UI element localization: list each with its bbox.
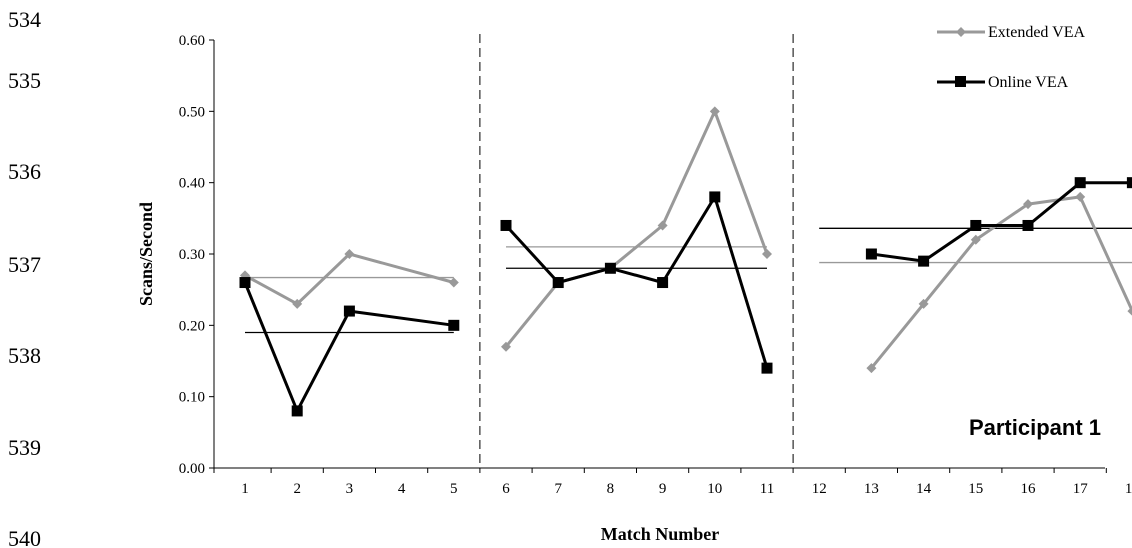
data-point (500, 219, 512, 231)
series-line (243, 281, 455, 413)
line-number: 536 (8, 159, 41, 184)
x-tick-label: 9 (659, 481, 667, 497)
y-tick-label: 0.30 (179, 247, 205, 263)
x-tick-label: 6 (502, 481, 510, 497)
data-point (657, 220, 668, 231)
series-line (244, 252, 455, 306)
legend-marker-online (955, 76, 966, 87)
data-point (1022, 219, 1034, 231)
x-tick-label: 8 (607, 481, 615, 497)
data-point (448, 319, 460, 331)
data-point (970, 219, 982, 231)
x-tick-label: 11 (760, 481, 774, 497)
phase-mean-lines (245, 227, 1132, 334)
x-tick-label: 1 (241, 481, 249, 497)
data-point (657, 277, 669, 289)
data-point (343, 305, 355, 317)
y-tick-label: 0.60 (179, 33, 205, 49)
data-point (918, 255, 930, 267)
data-point (291, 405, 303, 417)
data-point (1126, 177, 1132, 189)
line-number: 534 (8, 7, 41, 32)
data-point (501, 341, 511, 352)
legend-marker-extended (956, 27, 966, 37)
x-tick-label: 5 (450, 481, 458, 497)
x-tick-label: 15 (968, 481, 983, 497)
data-point (292, 298, 303, 309)
y-tick-label: 0.20 (179, 318, 205, 334)
participant-annotation: Participant 1 (969, 415, 1101, 440)
line-number: 537 (8, 252, 41, 277)
line-number: 538 (8, 343, 41, 368)
x-tick-label: 12 (812, 481, 827, 497)
series-line (504, 195, 769, 369)
data-point (1075, 191, 1086, 202)
data-point (866, 363, 877, 374)
x-tick-label: 17 (1073, 481, 1089, 497)
x-tick-label: 13 (864, 481, 879, 497)
x-tick-label: 16 (1021, 481, 1037, 497)
y-tick-label: 0.40 (179, 176, 205, 192)
x-tick-label: 2 (293, 481, 301, 497)
data-point (761, 362, 773, 374)
data-point (762, 249, 772, 259)
line-numbers: 534 535 536 537 538 539 540 (8, 7, 41, 548)
data-point (239, 277, 251, 289)
x-axis-title: Match Number (601, 524, 719, 544)
line-number: 539 (8, 435, 41, 460)
data-point (970, 234, 981, 245)
data-point (1127, 306, 1132, 316)
series-line (504, 109, 769, 348)
data-point (709, 191, 721, 203)
x-tick-label: 4 (398, 481, 406, 497)
data-point (1023, 199, 1033, 210)
phase-dividers (479, 34, 794, 468)
data-series (239, 106, 1132, 417)
x-ticks: 12345678910111213141516171819 (213, 468, 1132, 497)
y-tick-label: 0.10 (179, 390, 205, 406)
x-tick-label: 14 (916, 481, 932, 497)
data-point (604, 262, 616, 274)
data-point (918, 298, 929, 309)
line-number: 540 (8, 526, 41, 548)
x-tick-label: 10 (707, 481, 722, 497)
line-number: 535 (8, 68, 41, 93)
x-tick-label: 18 (1125, 481, 1132, 497)
series-line (870, 195, 1132, 370)
data-point (344, 249, 355, 259)
data-point (1074, 177, 1086, 189)
x-tick-label: 3 (346, 481, 354, 497)
data-point (709, 106, 720, 117)
legend-label-online: Online VEA (988, 74, 1069, 91)
data-point (552, 277, 564, 289)
legend: Extended VEA Online VEA (937, 24, 1085, 91)
y-ticks: 0.00 0.10 0.20 0.30 0.40 0.50 0.60 (179, 33, 214, 477)
legend-label-extended: Extended VEA (988, 24, 1085, 41)
data-point (448, 277, 459, 288)
y-tick-label: 0.00 (179, 461, 205, 477)
data-point (865, 248, 877, 260)
y-tick-label: 0.50 (179, 104, 205, 120)
y-axis-title: Scans/Second (136, 202, 156, 306)
x-tick-label: 7 (554, 481, 562, 497)
